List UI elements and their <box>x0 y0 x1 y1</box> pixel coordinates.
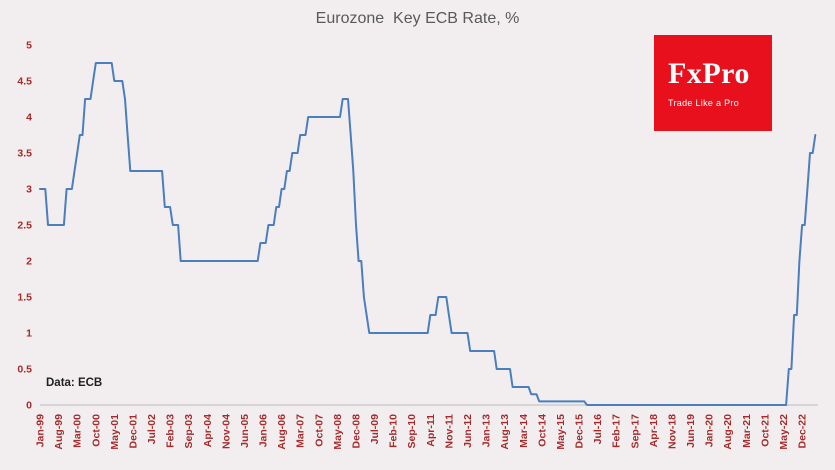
x-tick-label: Jul-02 <box>146 414 158 445</box>
fxpro-wordmark: FxPro <box>668 57 750 90</box>
x-tick-label: Jan-13 <box>481 414 493 447</box>
x-tick-label: Apr-04 <box>202 414 214 447</box>
fxpro-logo: FxPro Trade Like a Pro <box>654 35 772 131</box>
y-tick-label: 4.5 <box>17 76 32 88</box>
y-tick-label: 0 <box>26 400 32 412</box>
x-tick-label: May-15 <box>555 414 567 450</box>
x-tick-label: Feb-17 <box>611 414 623 448</box>
x-tick-label: Oct-07 <box>313 414 325 447</box>
x-tick-label: Oct-14 <box>536 414 548 447</box>
x-tick-label: Aug-20 <box>722 414 734 450</box>
x-tick-label: Mar-21 <box>741 414 753 448</box>
x-tick-label: Nov-04 <box>220 414 232 449</box>
x-tick-label: Oct-00 <box>90 414 102 447</box>
y-tick-label: 3 <box>26 184 32 196</box>
y-tick-label: 0.5 <box>17 364 32 376</box>
x-tick-label: Nov-11 <box>443 414 455 449</box>
y-tick-label: 3.5 <box>17 148 32 160</box>
x-tick-label: Jun-05 <box>239 414 251 448</box>
x-tick-label: Dec-22 <box>797 414 809 449</box>
x-tick-label: Jun-19 <box>685 414 697 448</box>
x-tick-label: May-22 <box>778 414 790 450</box>
y-tick-label: 5 <box>26 40 32 52</box>
x-tick-label: Oct-21 <box>759 414 771 447</box>
x-tick-label: Mar-00 <box>72 414 84 448</box>
y-tick-label: 4 <box>26 112 32 124</box>
x-tick-label: Mar-07 <box>295 414 307 448</box>
x-tick-label: Dec-01 <box>127 414 139 449</box>
y-tick-label: 2.5 <box>17 220 32 232</box>
x-tick-label: Mar-14 <box>518 414 530 448</box>
y-tick-label: 1 <box>26 328 32 340</box>
x-tick-label: Nov-18 <box>667 414 679 449</box>
y-tick-label: 1.5 <box>17 292 32 304</box>
fxpro-tagline: Trade Like a Pro <box>668 98 739 108</box>
x-tick-label: Aug-99 <box>53 414 65 450</box>
y-tick-label: 2 <box>26 256 32 268</box>
chart-title: Eurozone Key ECB Rate, % <box>315 10 520 27</box>
x-tick-label: May-08 <box>332 414 344 450</box>
x-tick-label: Dec-15 <box>574 414 586 449</box>
rate-line <box>39 62 817 406</box>
x-tick-label: Apr-11 <box>425 414 437 447</box>
x-tick-label: May-01 <box>109 414 121 450</box>
x-tick-label: Jan-20 <box>704 414 716 447</box>
x-tick-label: Feb-03 <box>165 414 177 448</box>
x-tick-label: Dec-08 <box>351 414 363 449</box>
x-tick-label: Aug-13 <box>499 414 511 450</box>
x-tick-label: Jan-06 <box>258 414 270 447</box>
x-tick-label: Jun-12 <box>462 414 474 448</box>
x-tick-label: Feb-10 <box>388 414 400 448</box>
x-tick-label: Sep-10 <box>406 414 418 449</box>
x-tick-label: Sep-03 <box>183 414 195 449</box>
x-tick-label: Jul-16 <box>592 414 604 445</box>
x-tick-label: Sep-17 <box>629 414 641 449</box>
x-tick-label: Jul-09 <box>369 414 381 445</box>
source-note: Data: ECB <box>46 377 103 389</box>
x-tick-label: Apr-18 <box>648 414 660 447</box>
x-tick-label: Aug-06 <box>276 414 288 450</box>
x-tick-label: Jan-99 <box>35 414 47 447</box>
